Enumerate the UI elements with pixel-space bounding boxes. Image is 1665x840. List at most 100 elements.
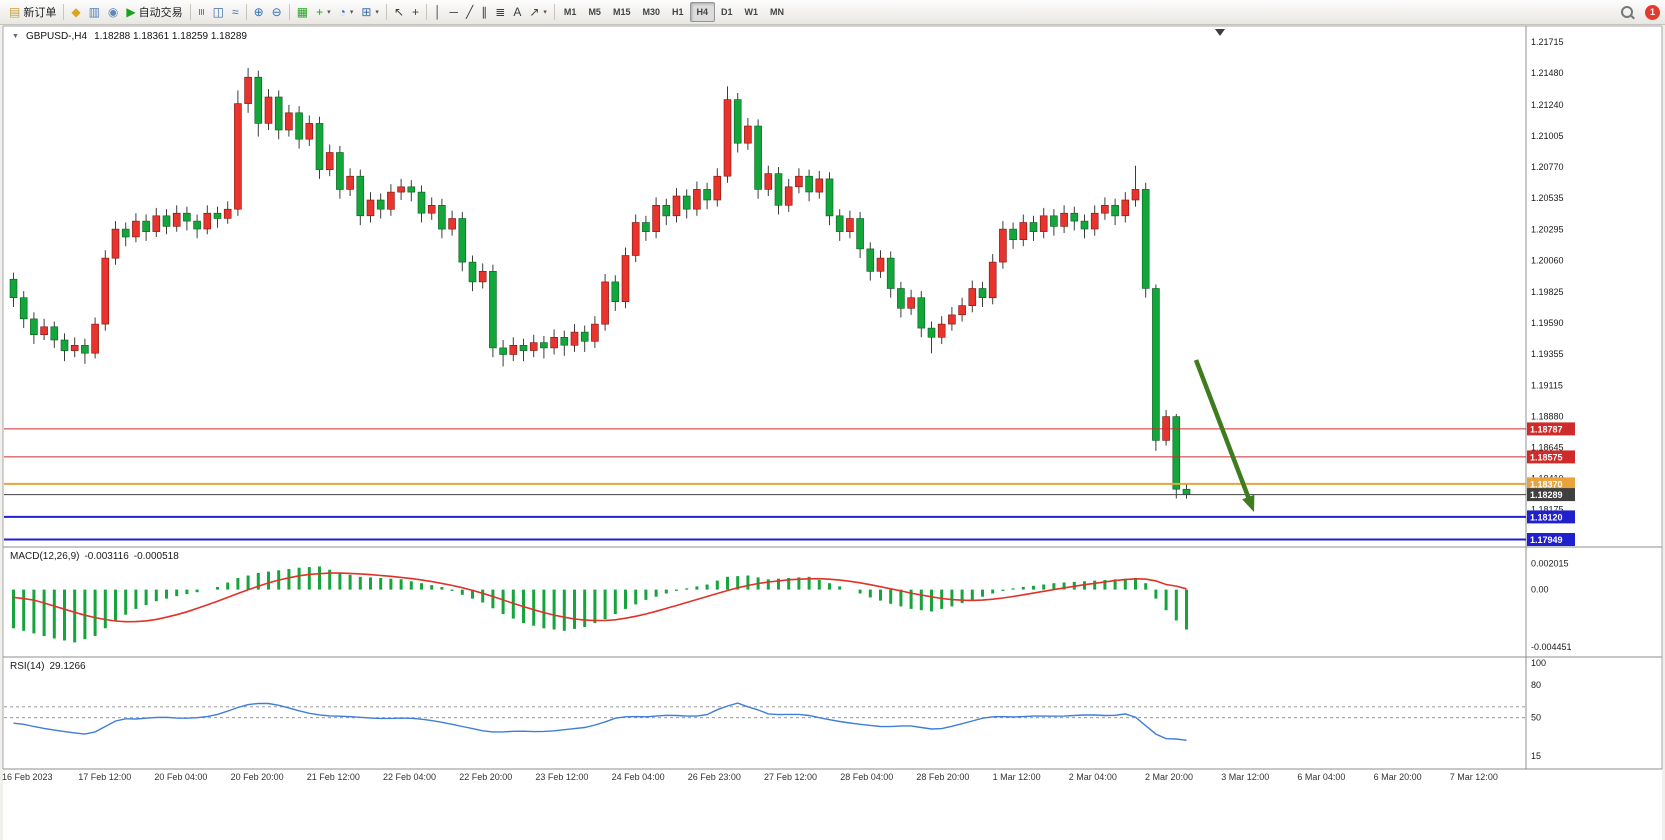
candlestick-chart-icon[interactable]: ◫ [209,2,228,22]
timeframe-mn-label: MN [770,7,785,17]
svg-text:0.00: 0.00 [1531,585,1549,595]
timeframe-h1[interactable]: H1 [666,3,690,21]
channel-icon[interactable]: ∥ [477,2,491,22]
time-axis-label: 2 Mar 04:00 [1068,772,1117,782]
time-axis-label: 28 Feb 04:00 [840,772,894,782]
rsi-name: RSI(14) [10,661,45,672]
fibonacci-icon[interactable]: ≣ [491,2,509,22]
timeframe-m5-label: M5 [588,7,601,17]
bar-chart-icon[interactable]: ≡ [194,2,209,22]
timeframe-h4-label: H4 [696,7,709,17]
vertical-line-icon[interactable]: │ [430,2,446,22]
time-axis-label: 26 Feb 23:00 [687,772,741,782]
svg-text:50: 50 [1531,713,1541,723]
svg-text:1.21715: 1.21715 [1531,37,1564,47]
svg-text:1.18370: 1.18370 [1530,479,1563,489]
timeframe-w1[interactable]: W1 [739,3,765,21]
market-watch-icon[interactable]: ▥ [85,2,104,22]
chart-background [3,26,1662,840]
toolbar-separator [189,4,191,20]
time-axis-label: 20 Feb 04:00 [154,772,208,782]
crosshair-icon[interactable]: + [408,2,423,22]
templates-icon-glyph: ⊞ [361,5,372,19]
tile-windows-icon[interactable]: ▦ [293,2,312,22]
rsi-indicator-label: RSI(14) 29.1266 [10,661,86,672]
metaeditor-icon[interactable]: ◆ [67,2,84,22]
one-click-trading-toggle[interactable]: ▼ [12,33,19,40]
metaeditor-icon-glyph: ◆ [71,5,81,19]
arrows-icon-glyph: ↗ [529,5,540,19]
time-axis-label: 6 Mar 04:00 [1297,772,1346,782]
trendline-icon-glyph: ╱ [466,5,474,19]
channel-icon-glyph: ∥ [481,5,488,19]
arrows-icon-caret[interactable]: ▾ [543,9,547,16]
data-window-icon[interactable]: ◉ [104,2,122,22]
tile-windows-icon-glyph: ▦ [296,5,309,19]
timeframe-d1-label: D1 [721,7,733,17]
candlestick-series [9,67,1191,499]
rsi-line [13,702,1187,741]
macd-signal-value: -0.000518 [133,551,179,562]
auto-trading-label: 自动交易 [138,7,183,19]
svg-text:0.002015: 0.002015 [1531,559,1569,569]
trend-arrow[interactable] [1193,359,1255,512]
support-line-blue-1-tag: 1.18120 [1527,510,1575,524]
time-axis-label: 1 Mar 12:00 [992,772,1041,782]
svg-text:80: 80 [1531,680,1541,690]
resistance-line-2-tag: 1.18575 [1527,450,1575,464]
horizontal-line-icon[interactable]: ─ [446,2,463,22]
horizontal-line-icon-glyph: ─ [449,5,459,19]
svg-text:1.18120: 1.18120 [1530,512,1563,522]
text-icon[interactable]: A [509,2,525,22]
auto-trading-button[interactable]: ▶ 自动交易 [122,2,186,22]
indicators-icon-caret[interactable]: ▾ [327,9,331,16]
time-axis-label: 3 Mar 12:00 [1221,772,1270,782]
line-chart-icon[interactable]: ≈ [228,2,243,22]
timeframe-h4[interactable]: H4 [689,2,716,22]
svg-text:1.20770: 1.20770 [1531,162,1564,172]
timeframe-m1[interactable]: M1 [558,3,583,21]
market-watch-icon-glyph: ▥ [88,5,100,19]
cursor-icon[interactable]: ↖ [390,2,408,22]
periods-icon[interactable]: ◔ ▾ [335,2,358,22]
svg-text:1.20535: 1.20535 [1531,193,1564,203]
timeframe-mn[interactable]: MN [764,3,790,21]
support-line-blue-2-tag: 1.17949 [1527,533,1575,546]
time-axis-label: 22 Feb 04:00 [383,772,437,782]
time-axis-label: 6 Mar 20:00 [1373,772,1422,782]
svg-text:1.21240: 1.21240 [1531,100,1564,110]
support-line-orange-tag: 1.18370 [1527,477,1575,491]
svg-text:1.19355: 1.19355 [1531,349,1564,359]
zoom-in-icon[interactable]: ⊕ [250,2,268,22]
notification-badge[interactable]: 1 [1645,4,1660,20]
time-axis-label: 24 Feb 04:00 [611,772,665,782]
search-icon[interactable] [1617,2,1637,22]
zoom-out-icon[interactable]: ⊖ [268,2,286,22]
new-order-button[interactable]: ▤ 新订单 [5,2,60,22]
svg-text:1.19590: 1.19590 [1531,318,1564,328]
timeframe-d1[interactable]: D1 [715,3,739,21]
timeframe-m30[interactable]: M30 [636,3,666,21]
templates-icon[interactable]: ⊞ ▾ [357,2,383,22]
arrows-icon[interactable]: ↗ ▾ [525,2,551,22]
toolbar-separator [288,4,290,20]
crosshair-icon-glyph: + [412,5,420,19]
time-axis[interactable]: 16 Feb 2023 17 Feb 12:00 20 Feb 04:00 20 Fe… [0,772,1665,786]
timeframe-m15[interactable]: M15 [607,3,637,21]
zoom-in-icon-glyph: ⊕ [253,5,264,19]
svg-text:1.19825: 1.19825 [1531,287,1564,297]
svg-text:1.21005: 1.21005 [1531,131,1564,141]
indicators-icon[interactable]: + ▾ [312,2,335,22]
trendline-icon[interactable]: ╱ [462,2,477,22]
timeframe-m5[interactable]: M5 [582,3,607,21]
chart-ohlc-values: 1.18288 1.18361 1.18259 1.18289 [94,31,247,42]
templates-icon-caret[interactable]: ▾ [375,9,379,16]
rsi-value: 29.1266 [49,661,86,672]
toolbar-separator [245,4,247,20]
periods-icon-caret[interactable]: ▾ [349,9,354,16]
chart-shift-marker[interactable] [1215,29,1225,36]
resistance-line-1-tag: 1.18787 [1527,422,1575,436]
svg-text:-0.004451: -0.004451 [1531,642,1572,652]
